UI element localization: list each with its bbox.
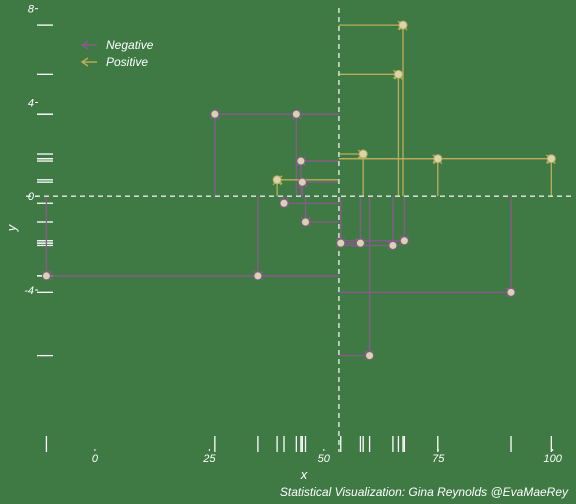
x-tick-label: 75	[432, 453, 445, 465]
positive-point	[358, 149, 368, 159]
legend-positive-label: Positive	[106, 55, 148, 69]
negative-point	[336, 238, 346, 248]
legend-item-positive: Positive	[80, 55, 148, 69]
x-axis-ticks: 0 25 50 75 100	[92, 449, 563, 465]
negative-point	[388, 240, 398, 250]
positive-point	[546, 154, 556, 164]
positive-point	[398, 20, 408, 30]
legend-negative-label: Negative	[106, 38, 154, 52]
negative-point	[301, 217, 310, 227]
x-tick-label: 50	[318, 453, 331, 465]
y-tick-label: 0	[28, 191, 35, 203]
caption: Statistical Visualization: Gina Reynolds…	[280, 485, 569, 499]
negative-point	[297, 177, 307, 187]
data-points	[41, 20, 556, 361]
negative-point	[41, 271, 51, 281]
negative-point	[279, 198, 289, 208]
y-rug	[37, 24, 53, 357]
y-tick-label: 8	[28, 4, 35, 16]
negative-point	[296, 156, 306, 166]
negative-point	[399, 236, 409, 246]
legend: Negative Positive	[80, 38, 154, 69]
y-tick-label: 4	[28, 97, 34, 109]
x-tick-label: 25	[202, 453, 216, 465]
negative-point	[253, 271, 263, 281]
x-tick-label: 100	[544, 453, 563, 465]
positive-point	[393, 69, 403, 79]
negative-point	[210, 109, 220, 119]
y-axis-ticks: -4 0 4 8	[24, 4, 38, 297]
negative-point	[365, 351, 375, 361]
x-axis-title: x	[300, 467, 308, 482]
legend-item-negative: Negative	[80, 38, 154, 52]
y-tick-label: -4	[24, 285, 34, 297]
positive-point	[272, 175, 282, 185]
legend-positive-arrowhead	[80, 57, 89, 67]
y-axis-title: y	[4, 223, 19, 232]
negative-point	[291, 109, 301, 119]
legend-negative-arrowhead	[80, 40, 89, 50]
reference-lines	[26, 8, 571, 452]
x-tick-label: 0	[92, 453, 99, 465]
negative-point	[506, 287, 516, 297]
negative-point	[355, 238, 365, 248]
positive-point	[433, 154, 443, 164]
